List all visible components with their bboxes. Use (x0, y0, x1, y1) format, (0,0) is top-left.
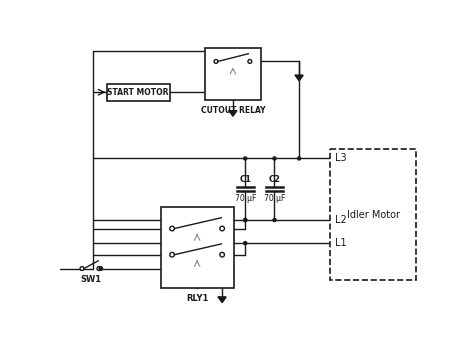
Circle shape (220, 226, 225, 231)
Text: L2: L2 (335, 215, 346, 225)
Polygon shape (295, 75, 303, 81)
Text: RLY1: RLY1 (186, 294, 208, 303)
Text: Idler Motor: Idler Motor (346, 210, 400, 220)
Bar (107, 84, 170, 101)
Circle shape (273, 157, 276, 160)
Circle shape (298, 157, 301, 160)
Text: START MOTOR: START MOTOR (108, 88, 169, 97)
Circle shape (248, 59, 252, 63)
Text: L1: L1 (335, 238, 346, 248)
Bar (205, 48, 261, 100)
Circle shape (170, 226, 174, 231)
Circle shape (100, 267, 102, 270)
Text: CUTOUT RELAY: CUTOUT RELAY (201, 106, 265, 115)
Circle shape (244, 218, 247, 221)
Text: SW1: SW1 (81, 275, 101, 284)
Polygon shape (229, 111, 237, 116)
Circle shape (244, 157, 247, 160)
Circle shape (97, 267, 101, 270)
Circle shape (214, 59, 218, 63)
Text: L3: L3 (335, 154, 346, 164)
Text: 70 μF: 70 μF (235, 194, 256, 203)
Bar (161, 207, 234, 288)
Text: C1: C1 (239, 175, 251, 184)
Circle shape (273, 218, 276, 221)
Text: C2: C2 (268, 175, 281, 184)
Circle shape (80, 267, 84, 270)
Circle shape (244, 218, 247, 221)
Bar (330, 149, 416, 280)
Circle shape (100, 267, 102, 270)
Text: 70 μF: 70 μF (264, 194, 285, 203)
Polygon shape (219, 297, 226, 303)
Circle shape (170, 253, 174, 257)
Circle shape (244, 241, 247, 245)
Circle shape (220, 253, 225, 257)
